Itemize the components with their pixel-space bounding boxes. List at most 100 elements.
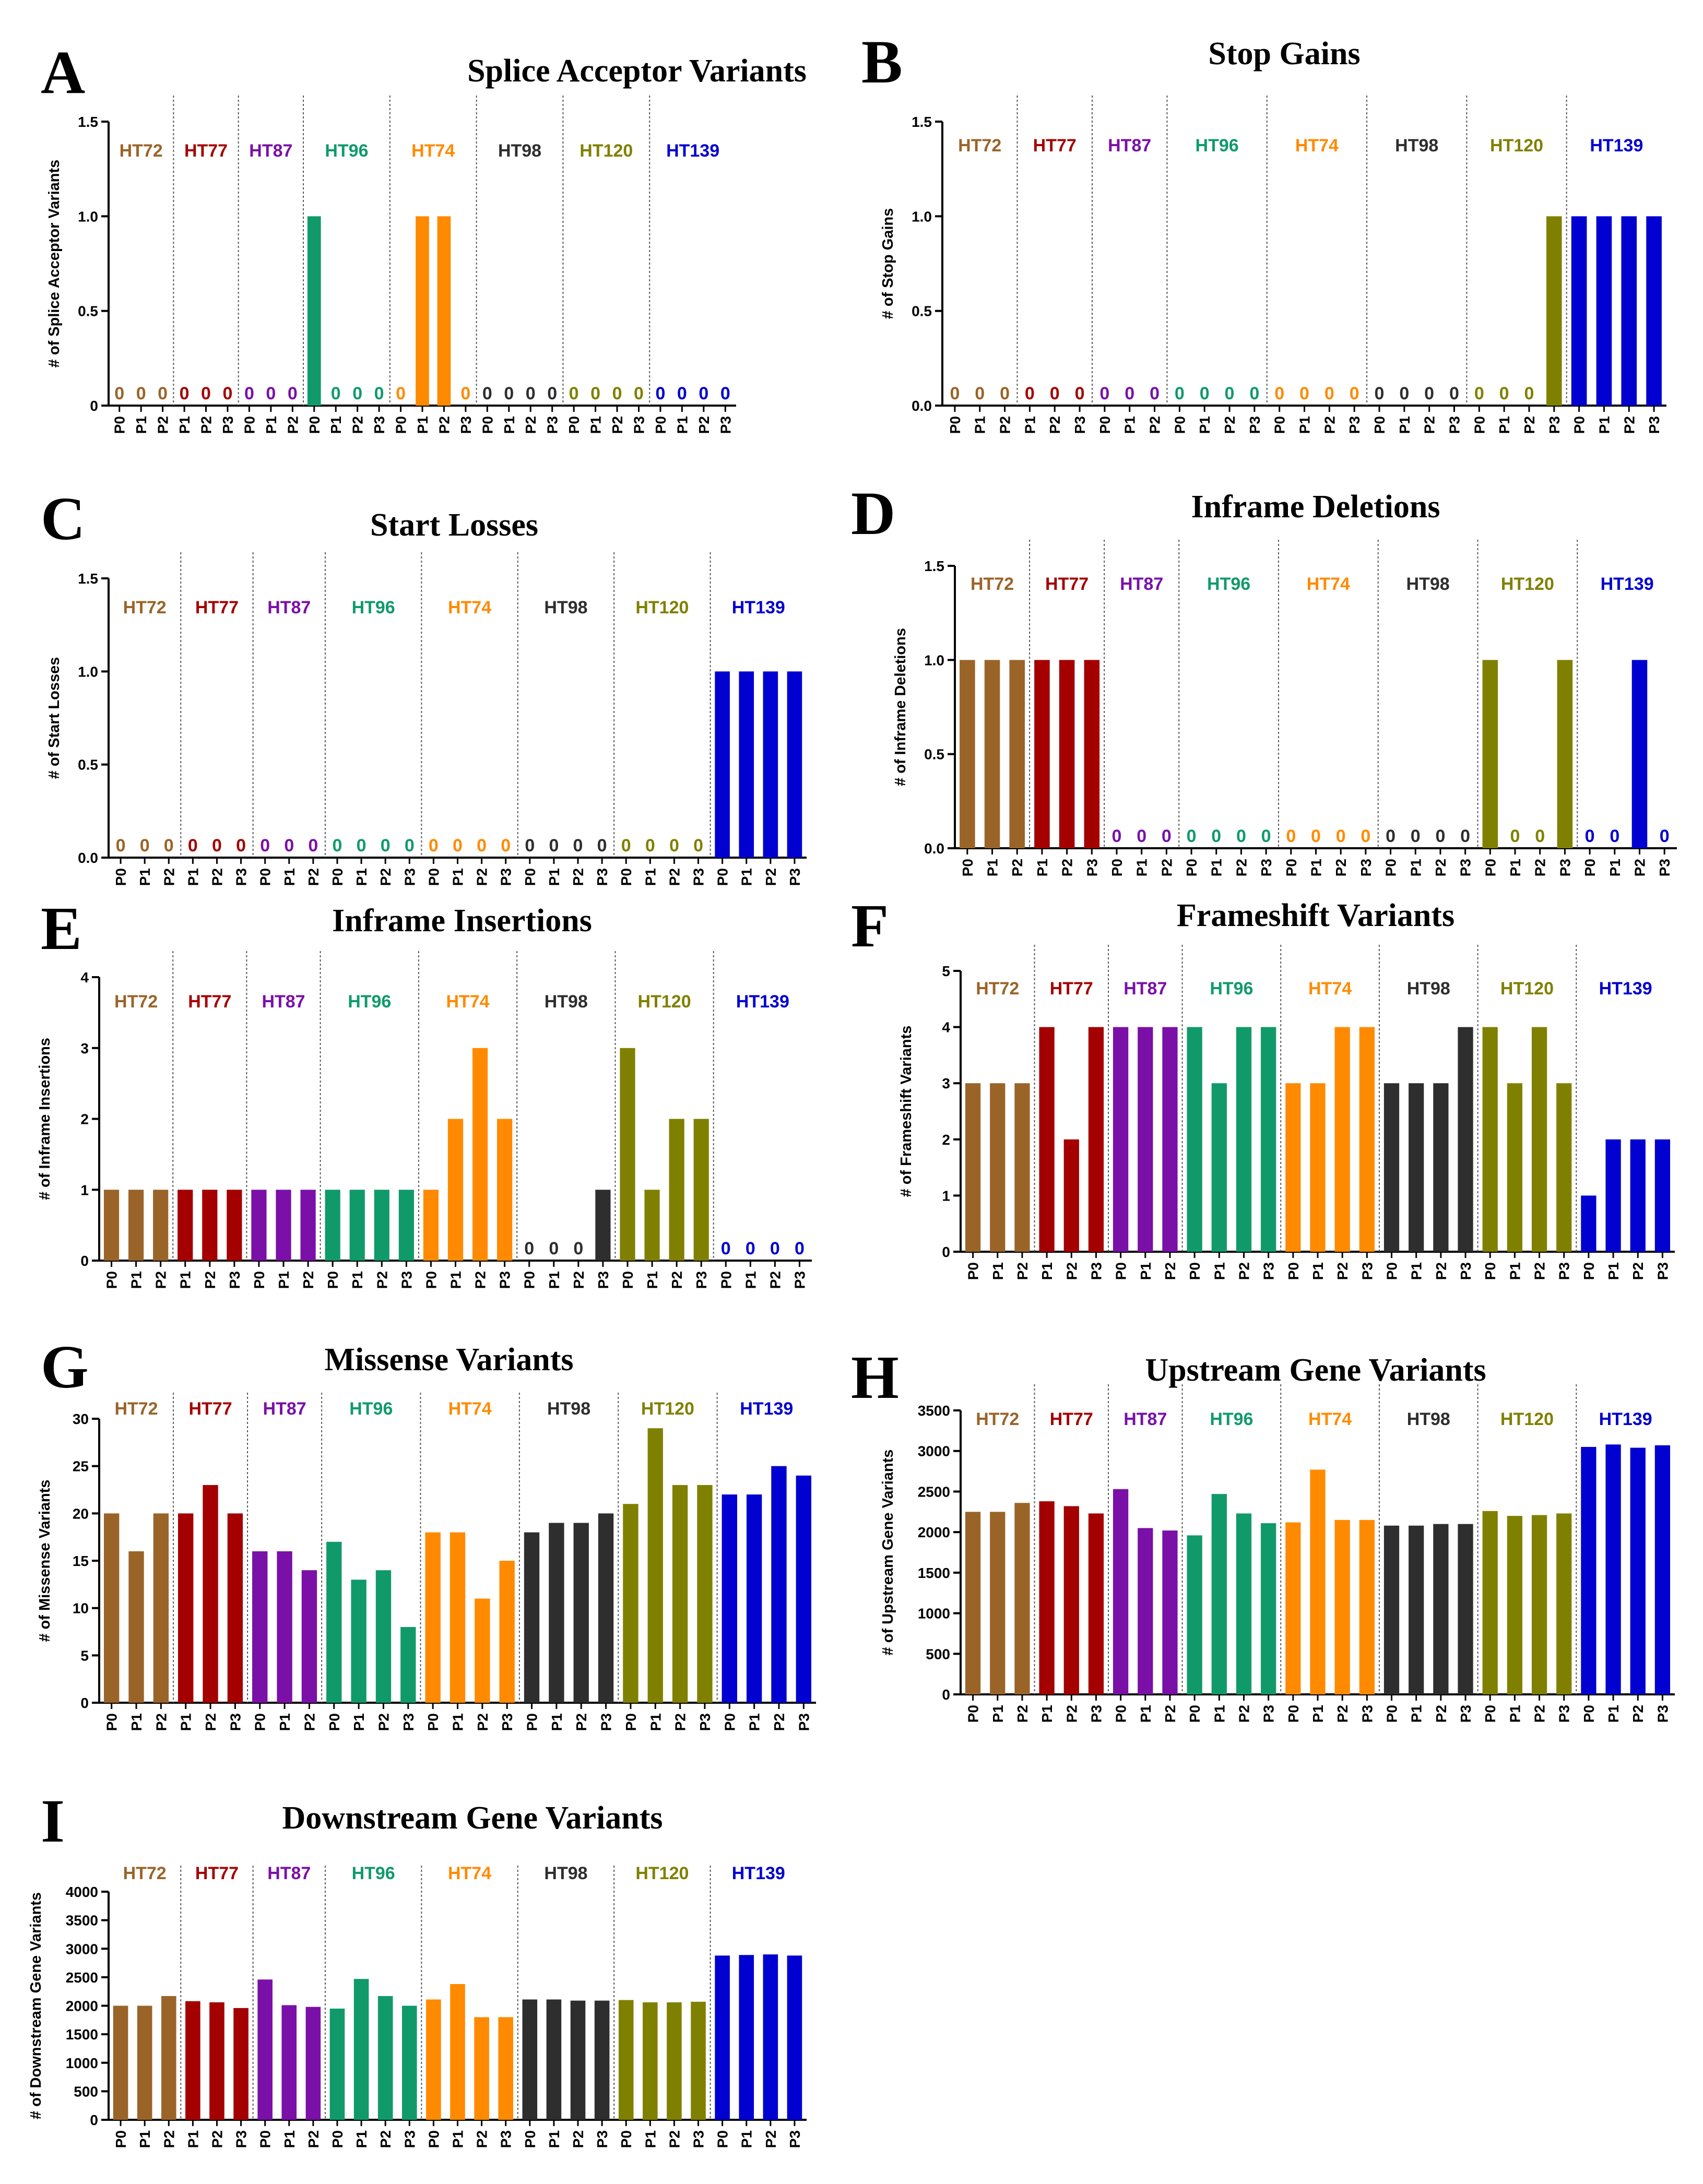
x-tick-label: P1	[1596, 416, 1612, 434]
group-label-HT96: HT96	[1207, 574, 1250, 594]
y-tick-label: 0.5	[78, 303, 98, 319]
x-tick-label: P3	[631, 416, 647, 434]
y-tick-label: 0.5	[924, 746, 944, 763]
bar-HT98-P0	[1383, 1083, 1400, 1252]
x-tick-label: P3	[1088, 1262, 1104, 1280]
bar-HT87-P2	[301, 1570, 317, 1703]
x-tick-label: P0	[1113, 1705, 1129, 1723]
group-label-HT72: HT72	[123, 1863, 167, 1883]
x-tick-label: P3	[1247, 416, 1263, 434]
bar-HT96-P2	[374, 1190, 389, 1261]
bar-HT98-P3	[1458, 1524, 1473, 1694]
x-tick-label: P3	[691, 868, 707, 886]
x-tick-label: P2	[669, 1271, 685, 1289]
x-tick-label: P1	[1022, 416, 1038, 434]
y-tick-label: 3500	[918, 1403, 950, 1419]
x-tick-label: P0	[618, 868, 634, 886]
bar-HT72-P0	[103, 1190, 120, 1261]
x-tick-label: P0	[1581, 1705, 1597, 1723]
zero-label-HT87-P0: 0	[1112, 826, 1122, 846]
bar-HT74-P2	[1334, 1027, 1350, 1252]
x-tick-label: P0	[425, 868, 442, 886]
x-tick-label: P3	[594, 868, 610, 886]
bar-HT98-P1	[1409, 1525, 1424, 1694]
group-label-HT98: HT98	[1407, 979, 1450, 999]
x-tick-label: P0	[1113, 1262, 1129, 1280]
bar-HT139-P2	[763, 671, 778, 858]
x-tick-label: P2	[1236, 1262, 1252, 1280]
bar-HT96-P1	[349, 1190, 365, 1261]
y-tick-label: 0.5	[78, 757, 98, 773]
group-label-HT96: HT96	[352, 598, 395, 618]
y-tick-label: 3000	[66, 1941, 98, 1957]
bar-HT120-P0	[1482, 1027, 1498, 1252]
bar-HT96-P1	[353, 1979, 369, 2120]
x-tick-label: P0	[1109, 859, 1125, 876]
zero-label-HT139-P3: 0	[720, 384, 730, 403]
x-tick-label: P1	[1209, 859, 1225, 876]
x-tick-label: P1	[178, 1271, 194, 1289]
zero-label-HT87-P2: 0	[1150, 384, 1160, 403]
y-axis-label: # of Downstream Gene Variants	[28, 1892, 44, 2119]
x-tick-label: P2	[1532, 859, 1548, 876]
x-tick-label: P0	[251, 1271, 267, 1289]
y-tick-label: 1.5	[912, 114, 932, 130]
x-tick-label: P0	[715, 2130, 731, 2148]
zero-label-HT74-P2: 0	[1324, 384, 1334, 403]
x-tick-label: P2	[1236, 1705, 1252, 1723]
bar-HT139-P0	[1581, 1446, 1596, 1694]
bar-HT139-P1	[1605, 1444, 1621, 1694]
x-tick-label: P2	[1162, 1705, 1178, 1723]
x-tick-label: P3	[398, 1271, 415, 1289]
x-tick-label: P2	[609, 416, 625, 434]
zero-label-HT98-P0: 0	[1375, 384, 1385, 403]
y-axis-label: # of Inframe Deletions	[892, 628, 909, 786]
chart-title-B: Stop Gains	[1208, 36, 1361, 72]
bar-HT98-P0	[522, 1999, 538, 2120]
x-tick-label: P2	[763, 868, 779, 886]
x-tick-label: P3	[497, 1271, 513, 1289]
x-tick-label: P3	[1359, 1705, 1375, 1723]
group-label-HT72: HT72	[971, 574, 1014, 594]
zero-label-HT96-P0: 0	[1187, 826, 1197, 846]
zero-label-HT98-P3: 0	[547, 384, 557, 403]
zero-label-HT96-P0: 0	[1175, 384, 1185, 403]
y-tick-label: 15	[73, 1553, 89, 1569]
group-label-HT120: HT120	[635, 1863, 689, 1883]
zero-label-HT98-P2: 0	[1424, 384, 1434, 403]
zero-label-HT139-P0: 0	[721, 1239, 731, 1259]
y-tick-label: 500	[926, 1646, 950, 1662]
x-tick-label: P0	[1384, 1705, 1400, 1723]
x-tick-label: P1	[1039, 1262, 1055, 1280]
x-tick-label: P0	[522, 868, 538, 886]
x-tick-label: P1	[1408, 859, 1424, 876]
zero-label-HT139-P2: 0	[770, 1239, 780, 1259]
group-label-HT74: HT74	[448, 598, 491, 618]
x-tick-label: P1	[546, 2130, 562, 2148]
x-tick-label: P1	[1605, 1705, 1622, 1723]
bar-HT72-P1	[128, 1190, 144, 1261]
x-tick-label: P0	[112, 416, 128, 434]
y-tick-label: 0	[90, 398, 98, 414]
chart-title-H: Upstream Gene Variants	[1145, 1352, 1486, 1388]
bar-HT72-P1	[990, 1083, 1006, 1252]
x-tick-label: P1	[739, 2130, 755, 2148]
x-tick-label: P3	[1646, 416, 1662, 434]
y-tick-label: 1.0	[78, 208, 98, 224]
zero-label-HT72-P1: 0	[975, 384, 985, 403]
x-tick-label: P0	[329, 2130, 346, 2148]
zero-label-HT120-P3: 0	[634, 384, 644, 403]
group-label-HT98: HT98	[545, 992, 588, 1012]
x-tick-label: P2	[1532, 1262, 1548, 1280]
x-tick-label: P2	[1063, 1262, 1080, 1280]
zero-label-HT72-P0: 0	[116, 836, 126, 856]
x-tick-label: P3	[458, 416, 474, 434]
bar-HT139-P2	[763, 1954, 778, 2120]
x-tick-label: P2	[1621, 416, 1637, 434]
group-label-HT77: HT77	[184, 141, 228, 161]
bar-HT74-P0	[423, 1190, 439, 1261]
x-tick-label: P1	[1507, 859, 1523, 876]
x-tick-label: P0	[1172, 416, 1188, 434]
x-tick-label: P2	[350, 416, 366, 434]
bar-HT98-P3	[1458, 1027, 1473, 1252]
